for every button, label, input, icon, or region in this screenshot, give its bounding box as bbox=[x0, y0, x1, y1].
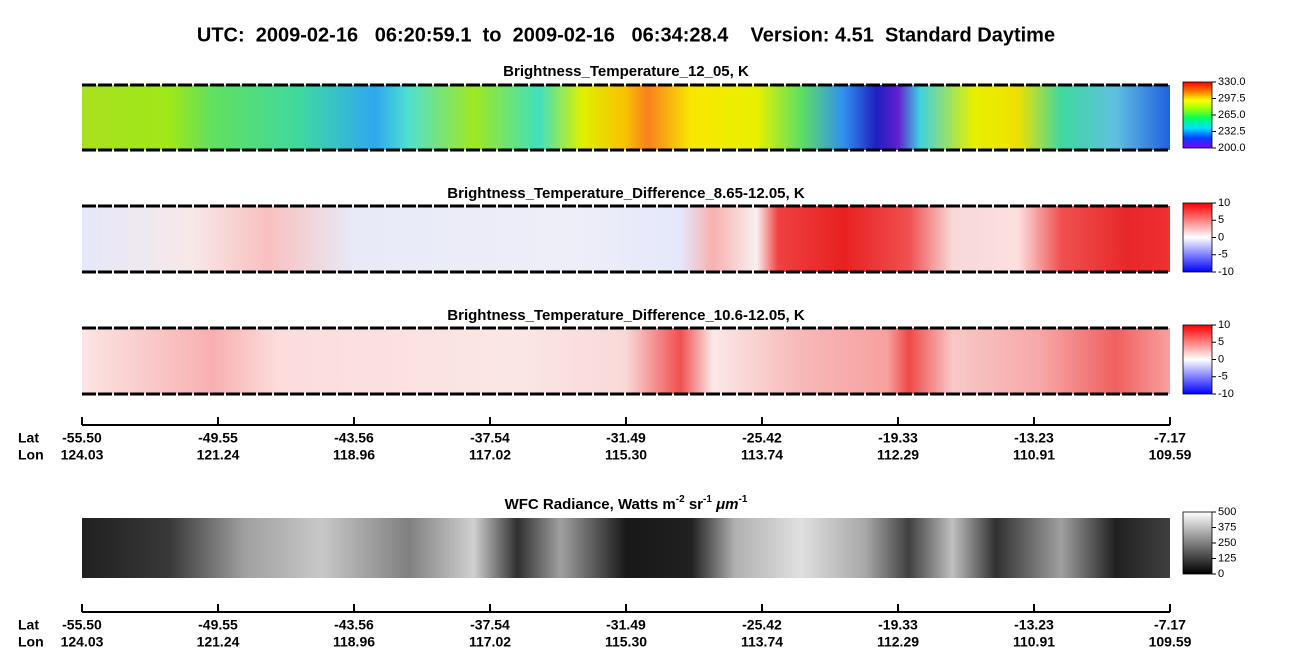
axis-tick-label: 109.59 bbox=[1149, 634, 1192, 650]
colorbar-tick-label: -5 bbox=[1218, 371, 1228, 383]
axis-tick-label: -25.42 bbox=[742, 430, 782, 446]
colorbar-tick-label: -10 bbox=[1218, 388, 1234, 400]
axis-tick-label: -55.50 bbox=[62, 430, 102, 446]
axis-tick-label: 117.02 bbox=[469, 447, 511, 463]
image-strip bbox=[82, 518, 1170, 578]
axis-row-label: Lat bbox=[18, 430, 39, 446]
colorbar-tick-label: 0 bbox=[1218, 231, 1224, 243]
colorbar bbox=[1182, 81, 1213, 149]
colorbar-tick-label: 375 bbox=[1218, 521, 1236, 533]
colorbar-tick-label: 500 bbox=[1218, 506, 1236, 518]
axis-tick-label: -31.49 bbox=[606, 617, 646, 633]
axis-tick-label: -25.42 bbox=[742, 617, 782, 633]
colorbar-tick-label: 232.5 bbox=[1218, 125, 1246, 137]
axis-tick-label: 110.91 bbox=[1013, 634, 1055, 650]
title-part: -1 bbox=[738, 494, 747, 505]
axis-tick-label: -7.17 bbox=[1154, 617, 1186, 633]
axis-tick-label: -49.55 bbox=[198, 430, 238, 446]
title-part: -1 bbox=[703, 494, 712, 505]
axis-tick-label: 115.30 bbox=[605, 634, 647, 650]
colorbar-tick-label: 0 bbox=[1218, 568, 1224, 580]
axis-tick-label: -7.17 bbox=[1154, 430, 1186, 446]
axis-tick-label: -49.55 bbox=[198, 617, 238, 633]
axis-tick-label: 117.02 bbox=[469, 634, 511, 650]
colorbar bbox=[1182, 511, 1213, 575]
axis-tick-label: -55.50 bbox=[62, 617, 102, 633]
colorbar-tick-label: 330.0 bbox=[1218, 76, 1246, 88]
colorbar-tick-label: 10 bbox=[1218, 197, 1230, 209]
colorbar-tick-label: 250 bbox=[1218, 537, 1236, 549]
axis-tick-label: -37.54 bbox=[470, 430, 510, 446]
colorbar bbox=[1182, 202, 1213, 273]
colorbar-tick-label: 297.5 bbox=[1218, 92, 1246, 104]
axis-tick-label: 121.24 bbox=[197, 447, 240, 463]
colorbar-tick-label: 10 bbox=[1218, 319, 1230, 331]
axis-tick-label: 121.24 bbox=[197, 634, 240, 650]
panel-title: Brightness_Temperature_Difference_10.6-1… bbox=[447, 307, 805, 324]
axis-tick-label: -19.33 bbox=[878, 430, 918, 446]
axis-tick-label: -43.56 bbox=[334, 617, 374, 633]
title-part: sr bbox=[685, 496, 704, 513]
title-part: μm bbox=[712, 496, 739, 513]
colorbar-tick-label: 265.0 bbox=[1218, 109, 1246, 121]
colorbar-tick-label: 0 bbox=[1218, 353, 1224, 365]
colorbar-tick-label: -10 bbox=[1218, 266, 1234, 278]
axis-tick-label: 113.74 bbox=[741, 634, 783, 650]
axis-tick-label: 113.74 bbox=[741, 447, 783, 463]
panel-title: Brightness_Temperature_Difference_8.65-1… bbox=[447, 185, 805, 202]
panel-title: WFC Radiance, Watts m-2 sr-1 μm-1 bbox=[505, 494, 748, 513]
colorbar-tick-label: 5 bbox=[1218, 214, 1224, 226]
panel-title: Brightness_Temperature_12_05, K bbox=[503, 63, 749, 80]
axis-row-label: Lon bbox=[18, 634, 44, 650]
image-strip bbox=[82, 328, 1170, 394]
axis-tick-label: 118.96 bbox=[333, 634, 375, 650]
axis-tick-label: 124.03 bbox=[61, 447, 104, 463]
axis-row-label: Lon bbox=[18, 447, 44, 463]
title-part: WFC Radiance, Watts m bbox=[505, 496, 676, 513]
colorbar-tick-label: 200.0 bbox=[1218, 142, 1246, 154]
axis-tick-label: 109.59 bbox=[1149, 447, 1192, 463]
axis-tick-label: -13.23 bbox=[1014, 617, 1054, 633]
axis-tick-label: -37.54 bbox=[470, 617, 510, 633]
axis-tick-label: -31.49 bbox=[606, 430, 646, 446]
axis-row-label: Lat bbox=[18, 617, 39, 633]
axis-tick-label: 124.03 bbox=[61, 634, 104, 650]
image-strip bbox=[82, 85, 1170, 150]
axis-tick-label: -43.56 bbox=[334, 430, 374, 446]
title-part: -2 bbox=[676, 494, 685, 505]
axis-tick-label: 115.30 bbox=[605, 447, 647, 463]
colorbar-tick-label: 125 bbox=[1218, 552, 1236, 564]
image-strip bbox=[82, 206, 1170, 272]
main-title: UTC: 2009-02-16 06:20:59.1 to 2009-02-16… bbox=[197, 24, 1055, 46]
axis-tick-label: -19.33 bbox=[878, 617, 918, 633]
axis-tick-label: 118.96 bbox=[333, 447, 375, 463]
axis-tick-label: 112.29 bbox=[877, 447, 919, 463]
colorbar-tick-label: 5 bbox=[1218, 336, 1224, 348]
axis-tick-label: -13.23 bbox=[1014, 430, 1054, 446]
colorbar-tick-label: -5 bbox=[1218, 249, 1228, 261]
colorbar bbox=[1182, 324, 1213, 395]
axis-tick-label: 112.29 bbox=[877, 634, 919, 650]
axis-tick-label: 110.91 bbox=[1013, 447, 1055, 463]
